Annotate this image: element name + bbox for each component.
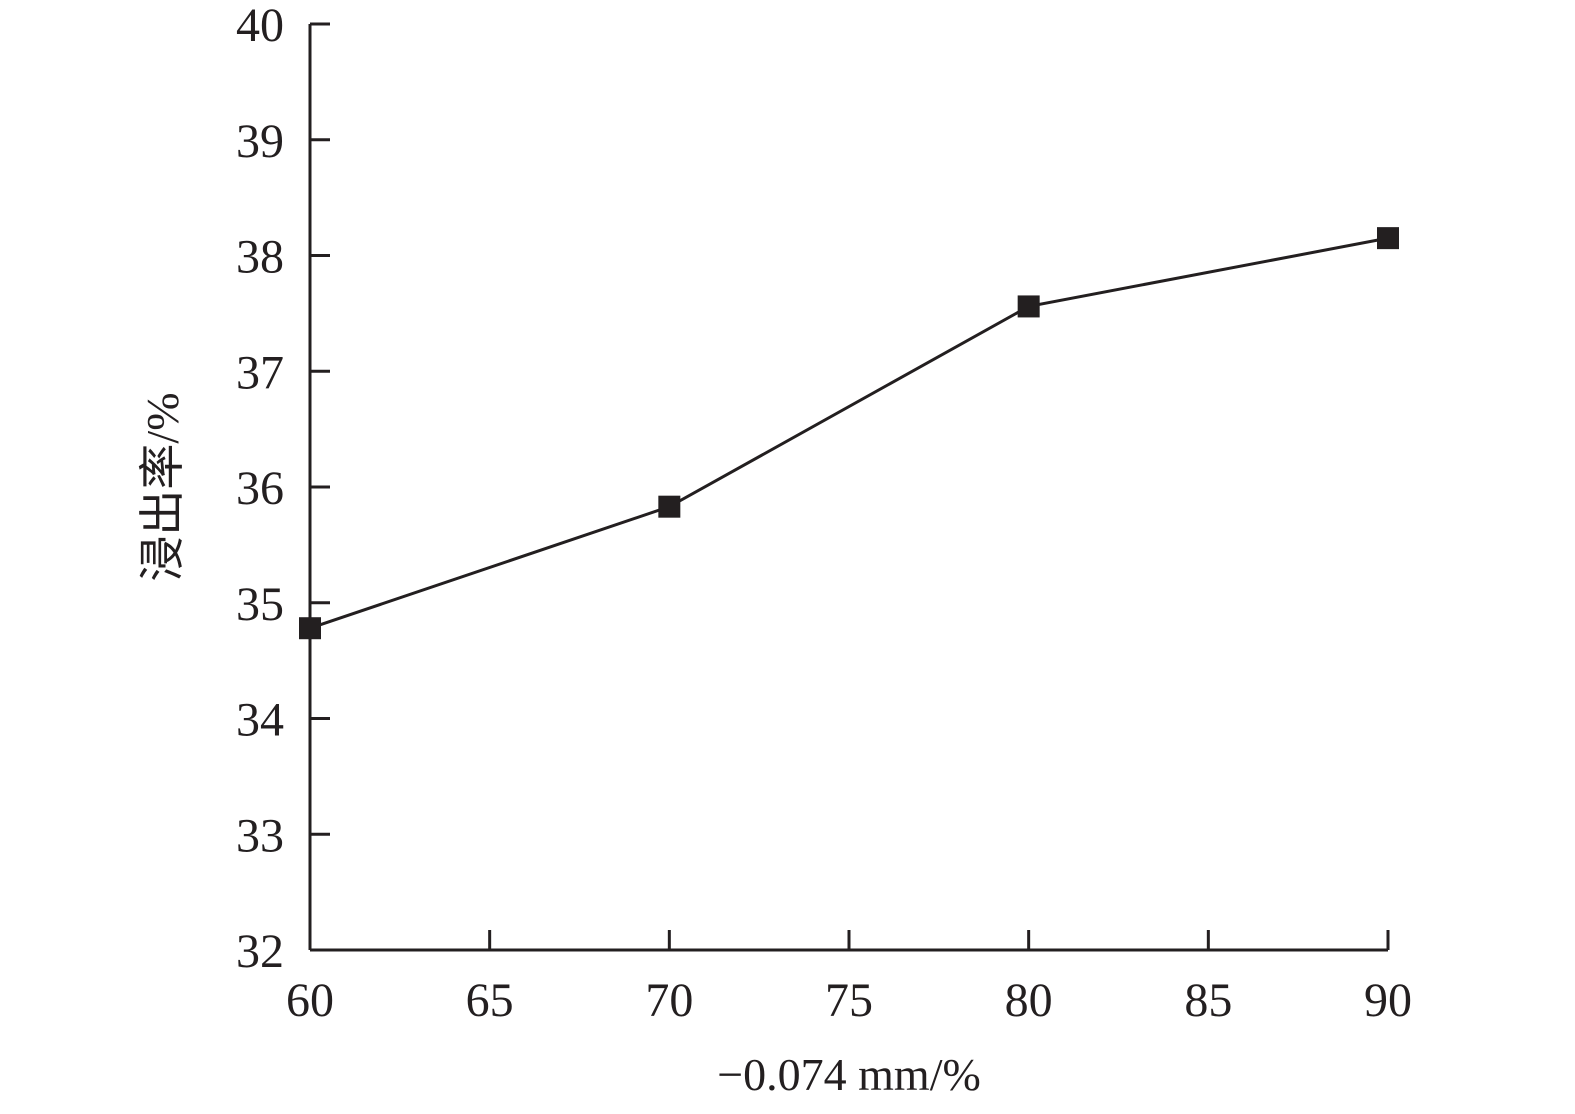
x-tick-label: 80	[1005, 974, 1053, 1027]
y-tick-label: 32	[236, 925, 284, 978]
axes	[308, 24, 1388, 952]
x-tick-label: 60	[286, 974, 334, 1027]
series-layer	[299, 227, 1399, 640]
y-axis-ticks: 32 33 34 35 36 37 38 39 40	[236, 0, 330, 978]
x-tick-label: 70	[645, 974, 693, 1027]
y-axis-label: 浸出率/%	[137, 392, 188, 581]
y-tick-label: 35	[236, 578, 284, 631]
x-axis-label: −0.074 mm/%	[717, 1049, 981, 1100]
y-tick-label: 33	[236, 809, 284, 862]
x-tick-label: 65	[466, 974, 514, 1027]
y-tick-label: 34	[236, 694, 284, 747]
x-tick-label: 75	[825, 974, 873, 1027]
data-point-marker	[658, 495, 681, 518]
data-point-marker	[1377, 227, 1399, 250]
data-point-marker	[1017, 295, 1040, 318]
y-tick-label: 37	[236, 346, 284, 399]
series-line	[309, 236, 1389, 630]
x-axis-ticks: 60 65 70 75 80 85 90	[286, 930, 1412, 1027]
y-tick-label: 40	[236, 0, 284, 52]
data-point-marker	[299, 617, 321, 640]
x-tick-label: 90	[1364, 974, 1412, 1027]
x-tick-label: 85	[1184, 974, 1232, 1027]
y-tick-label: 36	[236, 462, 284, 515]
y-tick-label: 39	[236, 115, 284, 168]
y-tick-label: 38	[236, 231, 284, 284]
